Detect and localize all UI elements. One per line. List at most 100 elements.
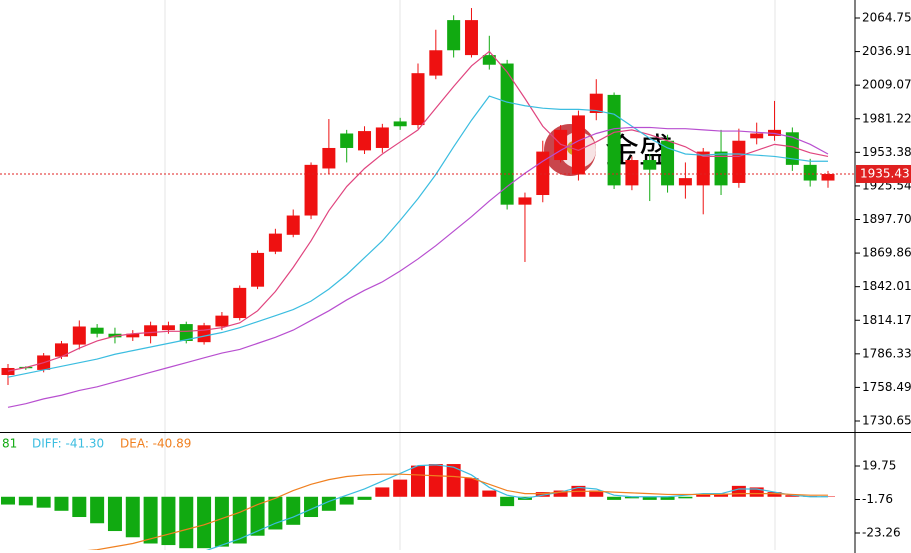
candle-body [251,252,265,287]
candle-body [126,333,140,338]
candle-body [785,132,799,165]
candle-body [197,325,211,343]
macd-bar [482,490,497,497]
candle-body [286,215,300,235]
y-tick-label: 2036.91 [862,44,911,58]
candle-body [340,133,354,148]
y-tick-label: 2009.07 [862,78,911,92]
macd-bar [232,496,247,544]
candle-body [144,325,158,337]
macd-bar [589,490,604,497]
y-tick-label: 1730.65 [862,413,911,427]
candle-body [393,121,407,127]
macd-bar [411,465,425,497]
candle-body [482,55,496,65]
last-price-box [856,164,911,183]
candle-body [1,367,15,375]
y-tick-label: 1786.33 [862,346,911,360]
macd-bar [428,464,443,497]
macd-bar [72,496,87,518]
macd-bar [339,496,354,505]
candle-body [607,94,621,186]
dea-line [87,473,828,550]
macd-panel [1,464,835,550]
macd-bar [642,496,657,500]
macd-label: 81 [2,437,17,451]
macd-bar [286,496,301,525]
macd-bar [36,496,51,508]
y-tick-label: 1814.17 [862,313,911,327]
macd-bar [464,478,479,497]
macd-bar [767,492,782,497]
y-tick-label: -1.76 [862,492,893,506]
macd-bar [268,496,283,530]
y-tick-label: 1758.49 [862,380,911,394]
macd-bar [179,496,194,549]
moving-average [7,50,829,372]
macd-bar [553,490,568,497]
macd-bar [214,496,229,547]
candle-body [500,63,514,205]
y-tick-label: 1897.70 [862,212,911,226]
macd-bar [54,496,69,511]
macd-bar [357,496,372,500]
dea-label: DEA: -40.89 [120,437,191,451]
candle-body [750,133,764,139]
grid [164,0,776,550]
y-tick-label: 1953.38 [862,145,911,159]
candle-body [233,287,247,319]
candle-body [768,129,782,136]
moving-average [7,126,829,408]
macd-bar [375,487,390,497]
candle-body [72,326,86,345]
macd-bar [197,496,212,549]
y-tick-label: -23.26 [862,526,901,540]
macd-bar [143,496,158,544]
macd-bar [607,496,622,500]
last-price-label: 1935.43 [860,166,910,180]
candle-body [464,20,478,56]
macd-bar [714,493,729,497]
macd-bar [1,496,15,505]
candle-body [90,327,104,334]
y-tick-label: 19.75 [862,458,896,472]
macd-bar [393,479,408,497]
candle-body [732,140,746,183]
macd-bar [304,496,319,518]
candle-body [714,151,728,186]
price-panel [1,8,835,408]
macd-bar [535,492,550,497]
moving-average [7,95,828,378]
candle-body [447,20,461,51]
candle-body [375,127,389,148]
candle-body [161,325,175,331]
y-tick-label: 1842.01 [862,279,911,293]
candle-body [358,131,372,151]
macd-bar [731,485,746,497]
macd-bar [18,496,33,506]
candle-body [304,164,318,216]
candle-body [571,115,585,175]
candle-body [411,73,425,126]
candle-body [429,50,443,76]
candle-body [322,147,336,169]
macd-bar [161,496,176,546]
candle-body [179,324,193,341]
y-tick-label: 1981.22 [862,111,911,125]
macd-bar [696,493,711,497]
macd-bar [107,496,122,532]
candle-body [643,160,657,170]
y-tick-label: 2064.75 [862,10,911,24]
macd-bar [125,496,140,538]
macd-bar [624,496,639,499]
macd-bar [90,496,105,524]
candle-body [589,93,603,113]
candle-body [625,160,639,186]
candle-body [215,315,229,327]
candle-body [678,178,692,186]
candle-body [696,151,710,186]
macd-bar [446,464,461,497]
macd-bar [660,496,675,500]
macd-bar [500,496,515,507]
